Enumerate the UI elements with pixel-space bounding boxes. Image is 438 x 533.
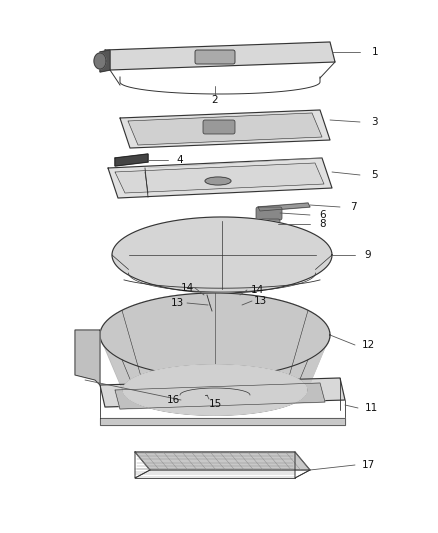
Polygon shape [112, 217, 332, 293]
Polygon shape [100, 293, 330, 377]
Text: 5: 5 [371, 170, 377, 180]
Polygon shape [115, 163, 324, 193]
Polygon shape [135, 452, 310, 470]
FancyBboxPatch shape [256, 207, 282, 220]
FancyBboxPatch shape [203, 120, 235, 134]
Text: 2: 2 [212, 95, 218, 105]
Text: 14: 14 [251, 285, 264, 295]
Polygon shape [115, 383, 325, 409]
Polygon shape [105, 42, 335, 70]
Polygon shape [258, 203, 310, 211]
Text: 8: 8 [320, 219, 326, 229]
Polygon shape [94, 53, 106, 69]
Text: 15: 15 [208, 399, 222, 409]
Text: 12: 12 [361, 340, 374, 350]
Polygon shape [120, 110, 330, 148]
Text: 11: 11 [364, 403, 378, 413]
Text: 14: 14 [180, 283, 194, 293]
FancyBboxPatch shape [258, 219, 280, 230]
Text: 17: 17 [361, 460, 374, 470]
Text: 3: 3 [371, 117, 377, 127]
Text: 16: 16 [166, 395, 180, 405]
Polygon shape [123, 365, 307, 415]
Text: 7: 7 [350, 202, 356, 212]
Text: 13: 13 [253, 296, 267, 306]
Text: 9: 9 [365, 250, 371, 260]
Polygon shape [100, 293, 330, 390]
Ellipse shape [205, 177, 231, 185]
Text: 6: 6 [320, 210, 326, 220]
Text: 13: 13 [170, 298, 184, 308]
Polygon shape [100, 418, 345, 425]
Text: 4: 4 [177, 155, 184, 165]
Polygon shape [115, 154, 148, 166]
Polygon shape [128, 113, 322, 145]
Polygon shape [75, 330, 100, 385]
Polygon shape [108, 158, 332, 198]
FancyBboxPatch shape [195, 50, 235, 64]
Polygon shape [100, 335, 330, 415]
Text: 1: 1 [372, 47, 378, 57]
Polygon shape [100, 378, 345, 407]
Polygon shape [100, 50, 110, 72]
